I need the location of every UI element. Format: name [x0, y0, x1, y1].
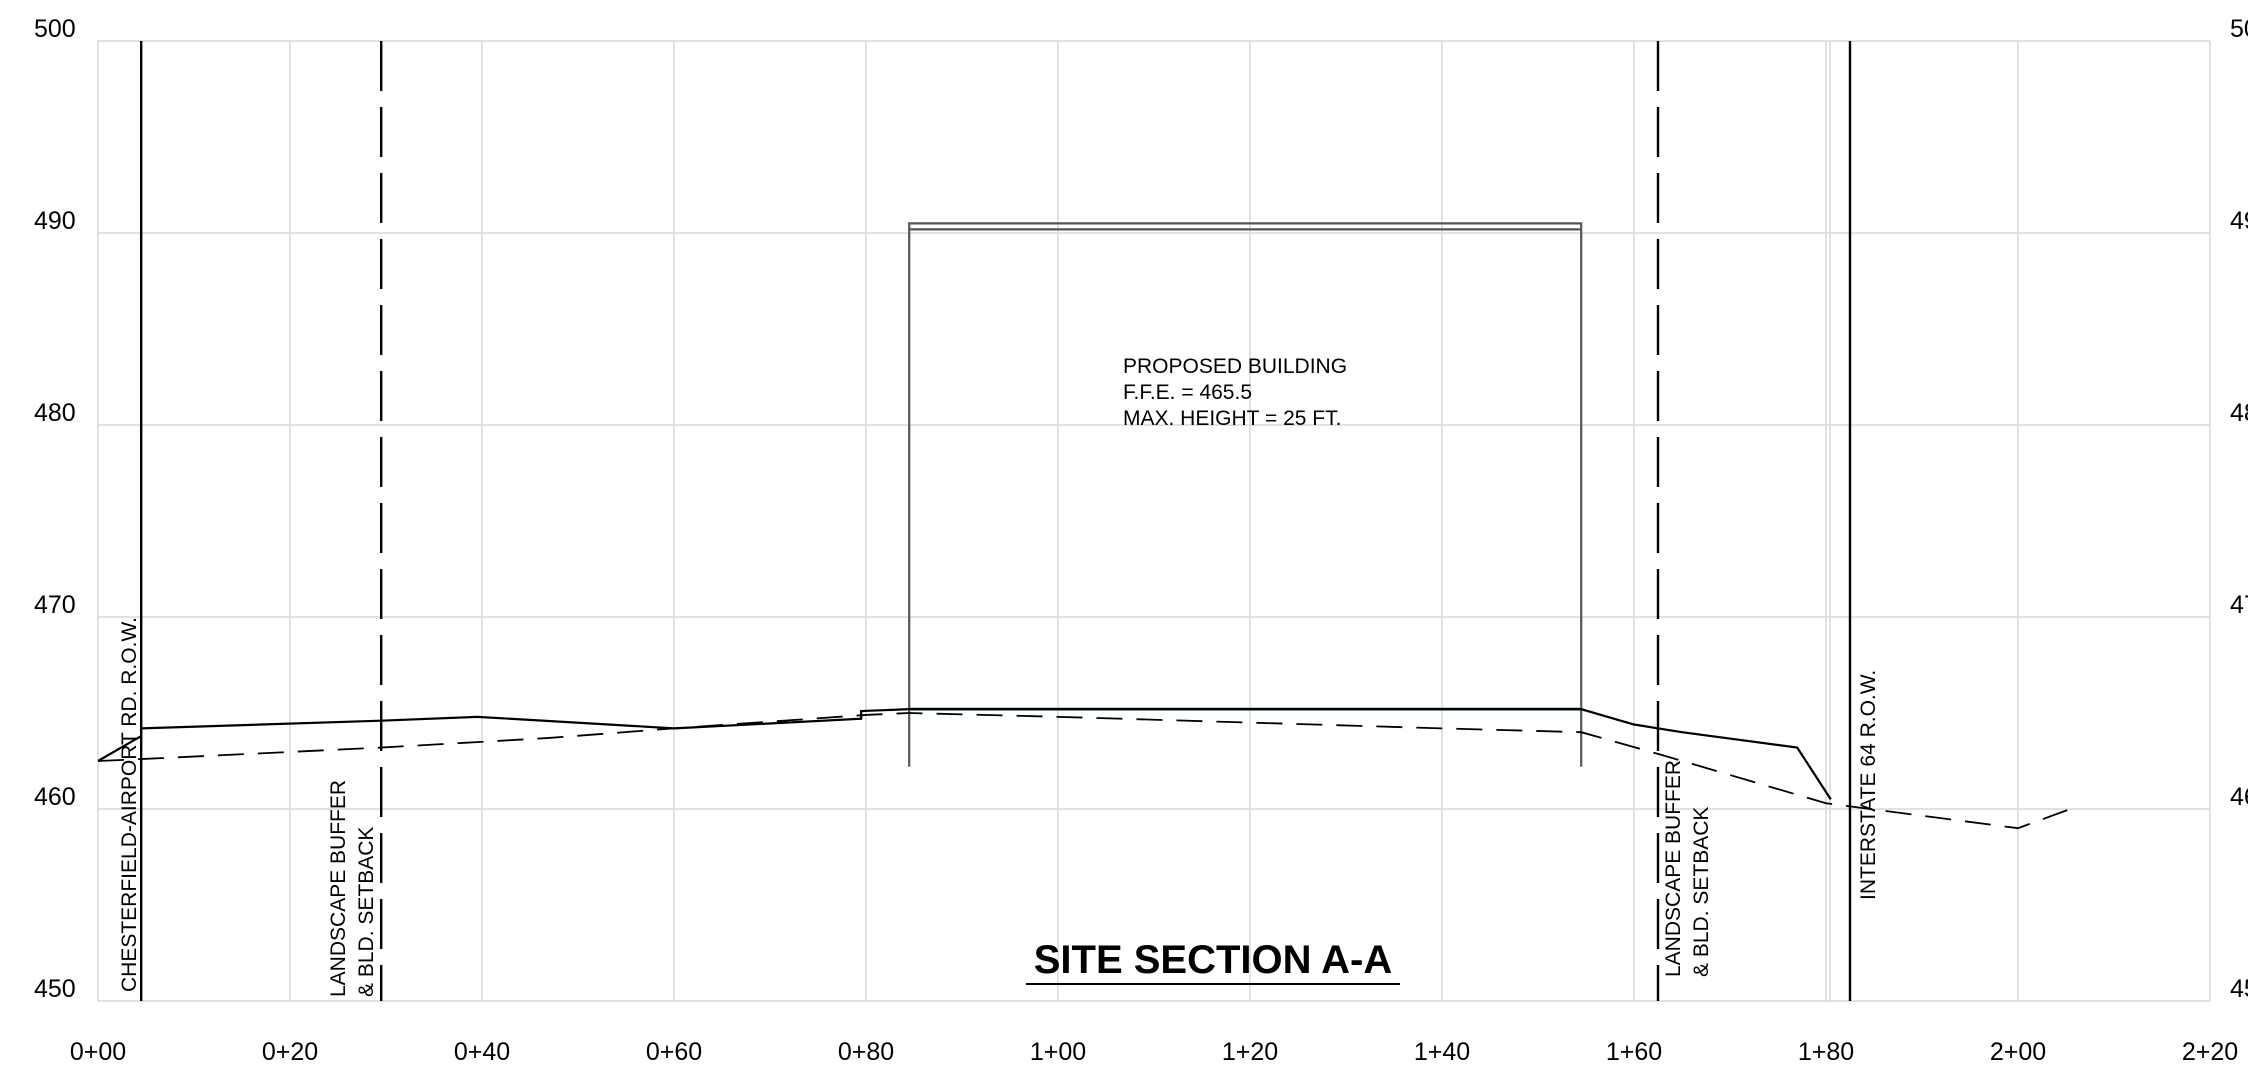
y-tick-label-left: 460	[34, 783, 76, 811]
y-tick-label-right: 48	[2230, 399, 2248, 427]
chesterfield-row-label: CHESTERFIELD-AIRPORT RD. R.O.W.	[118, 617, 141, 992]
x-tick-label: 1+80	[1798, 1038, 1854, 1066]
y-tick-label-right: 45	[2230, 975, 2248, 1003]
building-note-line-3: MAX. HEIGHT = 25 FT.	[1123, 407, 1341, 430]
landscape-buffer-right-label-1: LANDSCAPE BUFFER	[1662, 760, 1685, 977]
x-tick-label: 1+60	[1606, 1038, 1662, 1066]
x-tick-label: 0+80	[838, 1038, 894, 1066]
grade-profiles	[97, 708, 2076, 830]
landscape-buffer-right-label-2: & BLD. SETBACK	[1690, 807, 1713, 977]
landscape-buffer-left-label-1: LANDSCAPE BUFFER	[327, 780, 350, 997]
y-tick-label-right: 46	[2230, 783, 2248, 811]
x-tick-label: 1+40	[1414, 1038, 1470, 1066]
y-tick-label-right: 49	[2230, 207, 2248, 235]
x-tick-label: 0+20	[262, 1038, 318, 1066]
x-tick-label: 1+20	[1222, 1038, 1278, 1066]
axis-ticks: 0+00 0+20 0+40 0+60 0+80 1+00 1+20 1+40 1+60 1+80…	[34, 15, 2248, 1066]
proposed-building	[908, 222, 1583, 767]
y-tick-label-right: 47	[2230, 591, 2248, 619]
landscape-buffer-left-label-2: & BLD. SETBACK	[355, 827, 378, 997]
boundary-lines	[139, 41, 1852, 1001]
y-tick-label-left: 480	[34, 399, 76, 427]
x-tick-label: 2+20	[2182, 1038, 2238, 1066]
x-tick-label: 2+00	[1990, 1038, 2046, 1066]
x-tick-label: 0+60	[646, 1038, 702, 1066]
grade-tie-in-left	[97, 735, 142, 762]
building-note-line-2: F.F.E. = 465.5	[1123, 381, 1252, 404]
building-outline	[908, 222, 1583, 767]
x-tick-label: 1+00	[1030, 1038, 1086, 1066]
grid	[97, 40, 2211, 1002]
x-tick-label: 0+00	[70, 1038, 126, 1066]
y-tick-label-left: 450	[34, 975, 76, 1003]
y-tick-label-left: 500	[34, 15, 76, 43]
y-tick-label-right: 50	[2230, 15, 2248, 43]
section-title: SITE SECTION A-A	[1034, 938, 1393, 982]
building-note-line-1: PROPOSED BUILDING	[1123, 355, 1347, 378]
existing-grade-line	[97, 712, 2076, 830]
y-tick-label-left: 470	[34, 591, 76, 619]
proposed-grade-line	[141, 708, 1832, 800]
interstate-row-label: INTERSTATE 64 R.O.W.	[1857, 670, 1880, 900]
x-tick-label: 0+40	[454, 1038, 510, 1066]
y-tick-label-left: 490	[34, 207, 76, 235]
